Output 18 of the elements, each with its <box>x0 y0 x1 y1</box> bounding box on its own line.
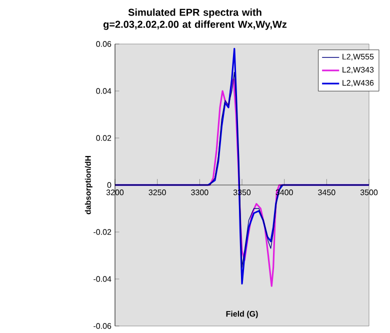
y-tick-label: 0.02 <box>96 135 112 141</box>
y-tick-label: 0 <box>107 182 112 188</box>
y-tick-label: 0.06 <box>96 41 112 47</box>
chart-title: Simulated EPR spectra with g=2.03,2.02,2.00 at different Wx,Wy,Wz <box>103 8 287 30</box>
x-tick-label: 3250 <box>148 190 166 196</box>
x-axis-title: Field (G) <box>226 310 258 318</box>
y-tick-label: -0.02 <box>94 229 112 235</box>
y-tick-label: -0.04 <box>94 276 112 282</box>
x-tick-label: 3200 <box>106 190 124 196</box>
legend-label: L2,W343 <box>342 66 374 74</box>
x-tick-label: 3300 <box>191 190 208 196</box>
x-tick-label: 3450 <box>318 190 336 196</box>
x-tick-label: 3500 <box>360 190 378 196</box>
y-tick-label: 0.04 <box>96 88 112 94</box>
y-tick-label: -0.06 <box>94 323 112 329</box>
legend-label: L2,W436 <box>342 80 374 87</box>
y-axis-title: dabsorption/dH <box>84 156 92 214</box>
legend-label: L2,W555 <box>342 54 374 60</box>
